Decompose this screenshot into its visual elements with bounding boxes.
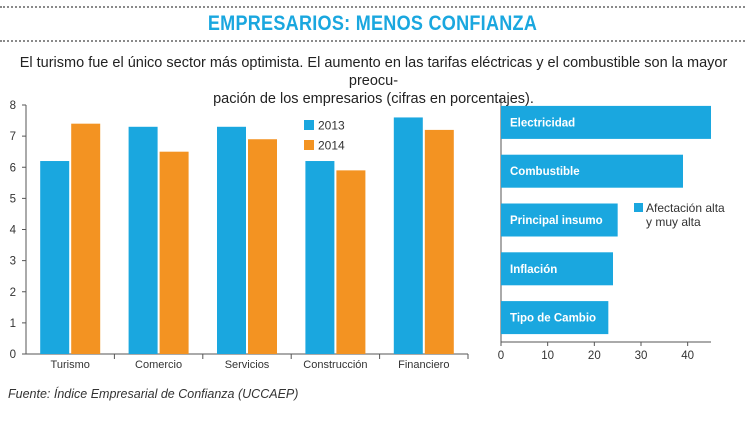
y-tick-label: 2 xyxy=(10,287,16,299)
legend-label-2014: 2014 xyxy=(318,139,345,153)
title-dotted-divider xyxy=(0,40,745,42)
x-category-label: Construcción xyxy=(303,359,367,371)
bar-category-label: Tipo de Cambio xyxy=(510,313,596,325)
x-category-label: Turismo xyxy=(51,359,90,371)
bar-2013-turismo xyxy=(40,161,70,354)
y-tick-label: 1 xyxy=(10,318,16,330)
legend-label-line-2: y muy alta xyxy=(646,215,701,229)
x-category-label: Financiero xyxy=(398,359,449,371)
y-tick-label: 7 xyxy=(10,131,16,143)
y-tick-label: 4 xyxy=(10,225,17,237)
x-tick-label: 0 xyxy=(498,350,504,362)
source-note: Fuente: Índice Empresarial de Confianza … xyxy=(8,387,299,401)
subtitle: El turismo fue el único sector más optim… xyxy=(6,54,741,108)
bar-2013-financiero xyxy=(393,117,423,354)
bar-2013-servicios xyxy=(217,126,246,354)
x-tick-label: 40 xyxy=(681,350,694,362)
bar-2013-construcción xyxy=(305,161,335,354)
bar-2014-comercio xyxy=(159,151,189,354)
y-tick-label: 3 xyxy=(10,256,16,268)
x-category-label: Servicios xyxy=(225,359,270,371)
subtitle-line-2: pación de los empresarios (cifras en por… xyxy=(213,91,534,107)
top-dotted-divider xyxy=(0,6,745,8)
page-title: EMPRESARIOS: MENOS CONFIANZA xyxy=(207,12,538,35)
bar-category-label: Principal insumo xyxy=(510,215,603,227)
y-tick-label: 6 xyxy=(10,162,16,174)
bar-category-label: Inflación xyxy=(510,264,557,276)
legend-label-2013: 2013 xyxy=(318,119,345,133)
x-category-label: Comercio xyxy=(135,359,182,371)
bar-principal-insumo xyxy=(501,203,618,237)
x-tick-label: 30 xyxy=(635,350,648,362)
x-tick-label: 10 xyxy=(541,350,554,362)
legend-label-line-1: Afectación alta xyxy=(646,201,725,215)
bar-2013-comercio xyxy=(128,126,158,354)
legend-swatch-2013 xyxy=(304,120,314,130)
bar-category-label: Combustible xyxy=(510,166,580,178)
x-tick-label: 20 xyxy=(588,350,601,362)
y-tick-label: 0 xyxy=(10,349,16,361)
y-tick-label: 8 xyxy=(10,100,16,112)
sector-confidence-bar-chart: 0 1 2 3 4 5 6 7 8 Turismo Comercio Servicios Constru… xyxy=(10,100,469,371)
bar-inflación xyxy=(501,252,613,286)
bar-2014-turismo xyxy=(71,123,101,354)
bar-category-label: Electricidad xyxy=(510,117,575,129)
legend-swatch xyxy=(634,203,643,212)
y-tick-label: 5 xyxy=(10,193,16,205)
bar-2014-construcción xyxy=(336,170,366,354)
bar-2014-financiero xyxy=(424,129,454,354)
bar-electricidad xyxy=(501,105,711,139)
legend-swatch-2014 xyxy=(304,140,314,150)
bar-2014-servicios xyxy=(248,139,277,354)
bar-combustible xyxy=(501,154,683,188)
subtitle-line-1: El turismo fue el único sector más optim… xyxy=(19,55,728,89)
bar-tipo-de-cambio xyxy=(501,301,609,335)
impact-factors-bar-chart: 0 10 20 30 40 Electricidad Combustible Principa… xyxy=(498,98,725,362)
